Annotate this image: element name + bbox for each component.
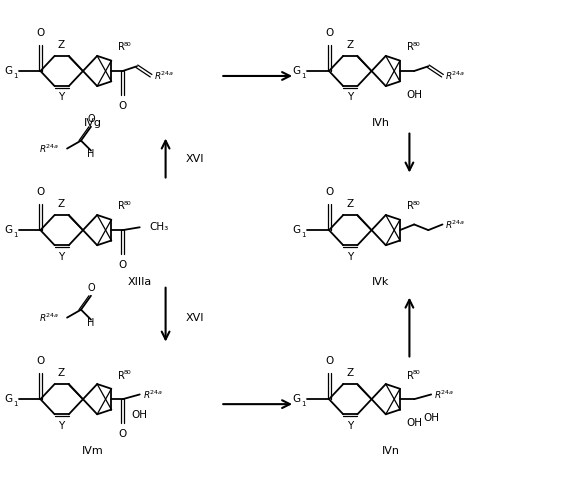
Text: IVm: IVm xyxy=(81,446,103,456)
Text: 80: 80 xyxy=(124,370,132,375)
Text: OH: OH xyxy=(406,90,422,100)
Text: R: R xyxy=(406,370,413,380)
Text: OH: OH xyxy=(423,413,439,423)
Text: G: G xyxy=(4,225,12,235)
Text: IVk: IVk xyxy=(372,277,390,287)
Text: 1: 1 xyxy=(302,73,306,79)
Text: O: O xyxy=(87,283,95,293)
Text: 80: 80 xyxy=(413,370,420,375)
Text: $R^{24a}$: $R^{24a}$ xyxy=(445,218,466,230)
Text: XVI: XVI xyxy=(186,154,204,164)
Text: O: O xyxy=(87,114,95,124)
Text: R: R xyxy=(406,42,413,52)
Text: O: O xyxy=(325,28,333,38)
Text: IVn: IVn xyxy=(381,446,399,456)
Text: G: G xyxy=(292,225,301,235)
Text: 1: 1 xyxy=(302,401,306,407)
Text: G: G xyxy=(292,66,301,76)
Text: 80: 80 xyxy=(124,201,132,206)
Text: $R^{24a}$: $R^{24a}$ xyxy=(39,142,60,155)
Text: 1: 1 xyxy=(13,73,17,79)
Text: O: O xyxy=(36,188,45,198)
Text: 1: 1 xyxy=(13,232,17,238)
Text: R: R xyxy=(118,202,125,211)
Text: O: O xyxy=(325,188,333,198)
Text: H: H xyxy=(87,318,95,328)
Text: Z: Z xyxy=(346,368,353,378)
Text: Y: Y xyxy=(347,420,353,430)
Text: CH₃: CH₃ xyxy=(149,222,168,232)
Text: O: O xyxy=(118,101,127,111)
Text: OH: OH xyxy=(406,418,422,428)
Text: H: H xyxy=(87,148,95,158)
Text: 80: 80 xyxy=(413,201,420,206)
Text: $R^{24a}$: $R^{24a}$ xyxy=(434,388,454,400)
Text: Y: Y xyxy=(347,92,353,102)
Text: $R^{24a}$: $R^{24a}$ xyxy=(39,312,60,324)
Text: R: R xyxy=(406,202,413,211)
Text: Z: Z xyxy=(58,368,65,378)
Text: Z: Z xyxy=(58,40,65,50)
Text: Y: Y xyxy=(58,92,64,102)
Text: R: R xyxy=(118,42,125,52)
Text: $R^{24a}$: $R^{24a}$ xyxy=(143,388,163,400)
Text: $R^{24a}$: $R^{24a}$ xyxy=(445,70,466,82)
Text: G: G xyxy=(4,66,12,76)
Text: IVh: IVh xyxy=(372,118,390,128)
Text: 1: 1 xyxy=(302,232,306,238)
Text: $R^{24a}$: $R^{24a}$ xyxy=(154,70,175,82)
Text: 1: 1 xyxy=(13,401,17,407)
Text: XVI: XVI xyxy=(186,312,204,322)
Text: O: O xyxy=(118,260,127,270)
Text: G: G xyxy=(4,394,12,404)
Text: Y: Y xyxy=(58,420,64,430)
Text: Y: Y xyxy=(347,252,353,262)
Text: XIIIa: XIIIa xyxy=(128,277,152,287)
Text: 80: 80 xyxy=(124,42,132,47)
Text: Z: Z xyxy=(346,198,353,208)
Text: G: G xyxy=(292,394,301,404)
Text: Z: Z xyxy=(346,40,353,50)
Text: R: R xyxy=(118,370,125,380)
Text: O: O xyxy=(118,429,127,439)
Text: O: O xyxy=(36,28,45,38)
Text: O: O xyxy=(36,356,45,366)
Text: OH: OH xyxy=(132,410,148,420)
Text: Z: Z xyxy=(58,198,65,208)
Text: IVg: IVg xyxy=(83,118,102,128)
Text: Y: Y xyxy=(58,252,64,262)
Text: 80: 80 xyxy=(413,42,420,47)
Text: O: O xyxy=(325,356,333,366)
